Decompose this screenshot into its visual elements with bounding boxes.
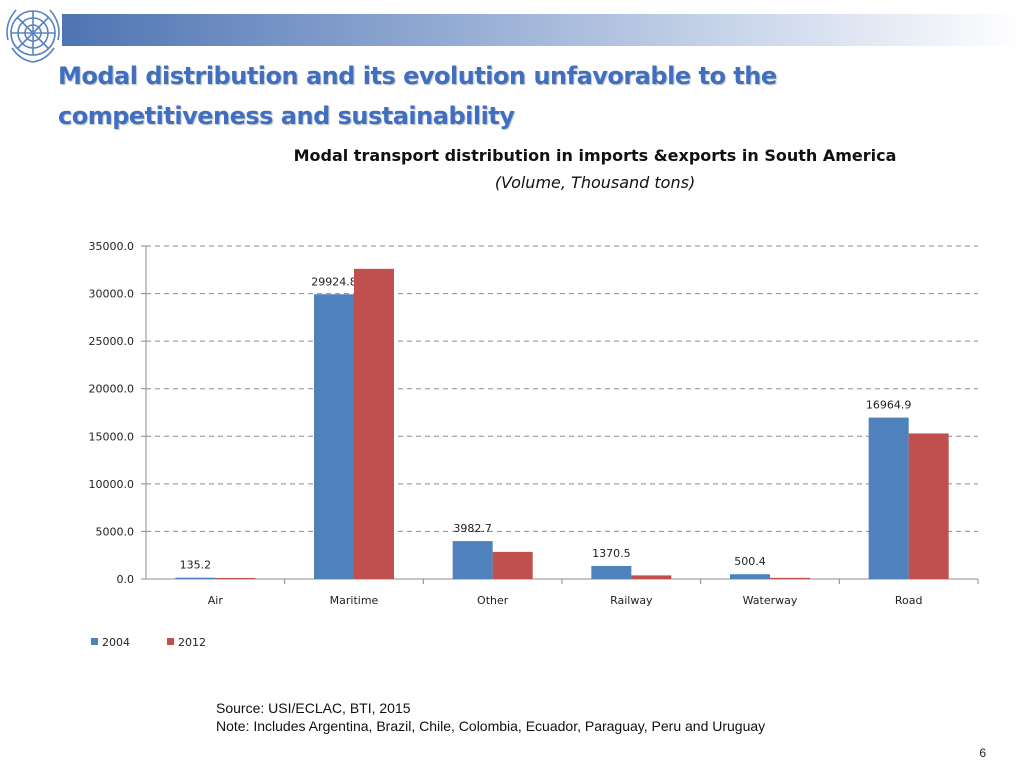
legend-label: 2012 bbox=[178, 636, 206, 649]
bar-2012-waterway bbox=[770, 577, 810, 579]
y-tick-label: 20000.0 bbox=[89, 383, 135, 396]
page-number: 6 bbox=[979, 746, 986, 760]
bar-chart: 0.0 5000.0 10000.0 15000.0 20000.0 25000.0 300… bbox=[89, 240, 979, 649]
chart-title: Modal transport distribution in imports … bbox=[293, 146, 897, 165]
bar-2004-waterway bbox=[730, 574, 770, 579]
bar-2012-railway bbox=[631, 575, 672, 579]
y-tick-label: 15000.0 bbox=[89, 430, 135, 443]
x-tick-label: Railway bbox=[610, 594, 653, 607]
source-note: Source: USI/ECLAC, BTI, 2015 Note: Inclu… bbox=[216, 699, 765, 735]
bar-2012-maritime bbox=[354, 268, 394, 579]
bar-2012-road bbox=[908, 433, 949, 579]
data-label: 3982.7 bbox=[453, 522, 492, 535]
chart-subtitle: (Volume, Thousand tons) bbox=[494, 173, 696, 192]
bar-2012-air bbox=[215, 578, 256, 579]
bar-2004-road bbox=[868, 417, 909, 579]
legend-swatch-2004 bbox=[91, 638, 98, 645]
un-emblem-icon bbox=[6, 9, 60, 63]
data-label: 135.2 bbox=[180, 559, 212, 572]
data-label: 1370.5 bbox=[592, 547, 631, 560]
y-tick-label: 25000.0 bbox=[89, 335, 135, 348]
x-tick-label: Air bbox=[208, 594, 224, 607]
data-label: 16964.9 bbox=[866, 399, 912, 412]
y-tick-label: 10000.0 bbox=[89, 478, 135, 491]
x-tick-label: Road bbox=[895, 594, 923, 607]
legend-label: 2004 bbox=[102, 636, 130, 649]
note-line: Note: Includes Argentina, Brazil, Chile,… bbox=[216, 718, 766, 734]
bar-2004-maritime bbox=[314, 294, 354, 579]
bar-2004-railway bbox=[591, 565, 632, 579]
data-label: 500.4 bbox=[734, 555, 766, 568]
x-tick-label: Waterway bbox=[743, 594, 798, 607]
y-tick-label: 35000.0 bbox=[89, 240, 135, 253]
x-tick-label: Maritime bbox=[330, 594, 379, 607]
y-tick-label: 0.0 bbox=[117, 573, 135, 586]
slide-title: Modal distribution and its evolution unf… bbox=[58, 62, 777, 130]
x-tick-label: Other bbox=[477, 594, 509, 607]
y-tick-label: 5000.0 bbox=[96, 525, 135, 538]
bar-2004-other bbox=[452, 541, 493, 579]
bar-2004-air bbox=[175, 577, 216, 579]
y-tick-label: 30000.0 bbox=[89, 288, 135, 301]
header-band bbox=[62, 14, 1024, 46]
data-label: 29924.8 bbox=[311, 275, 357, 288]
source-line: Source: USI/ECLAC, BTI, 2015 bbox=[216, 700, 411, 716]
legend-swatch-2012 bbox=[167, 638, 174, 645]
bar-2012-other bbox=[492, 551, 533, 579]
